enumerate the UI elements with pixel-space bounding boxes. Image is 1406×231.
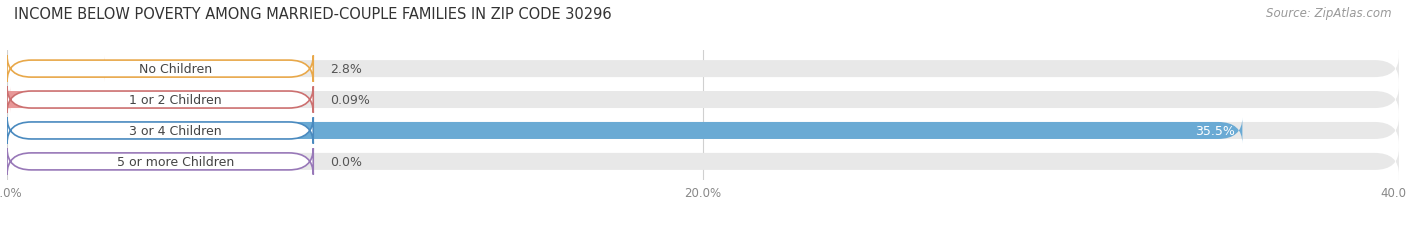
- Text: 1 or 2 Children: 1 or 2 Children: [129, 94, 222, 106]
- FancyBboxPatch shape: [7, 118, 1399, 144]
- Text: No Children: No Children: [139, 63, 212, 76]
- FancyBboxPatch shape: [7, 149, 1399, 175]
- FancyBboxPatch shape: [7, 56, 1399, 82]
- FancyBboxPatch shape: [7, 149, 314, 175]
- FancyBboxPatch shape: [7, 56, 104, 82]
- Text: 35.5%: 35.5%: [1195, 125, 1236, 137]
- FancyBboxPatch shape: [0, 87, 31, 113]
- FancyBboxPatch shape: [7, 87, 314, 113]
- Text: 2.8%: 2.8%: [330, 63, 361, 76]
- Text: Source: ZipAtlas.com: Source: ZipAtlas.com: [1267, 7, 1392, 20]
- FancyBboxPatch shape: [7, 118, 1243, 144]
- FancyBboxPatch shape: [7, 56, 314, 82]
- Text: INCOME BELOW POVERTY AMONG MARRIED-COUPLE FAMILIES IN ZIP CODE 30296: INCOME BELOW POVERTY AMONG MARRIED-COUPL…: [14, 7, 612, 22]
- FancyBboxPatch shape: [7, 118, 314, 144]
- Text: 5 or more Children: 5 or more Children: [117, 155, 233, 168]
- Text: 0.0%: 0.0%: [330, 155, 361, 168]
- Text: 3 or 4 Children: 3 or 4 Children: [129, 125, 222, 137]
- FancyBboxPatch shape: [7, 87, 1399, 113]
- Text: 0.09%: 0.09%: [330, 94, 370, 106]
